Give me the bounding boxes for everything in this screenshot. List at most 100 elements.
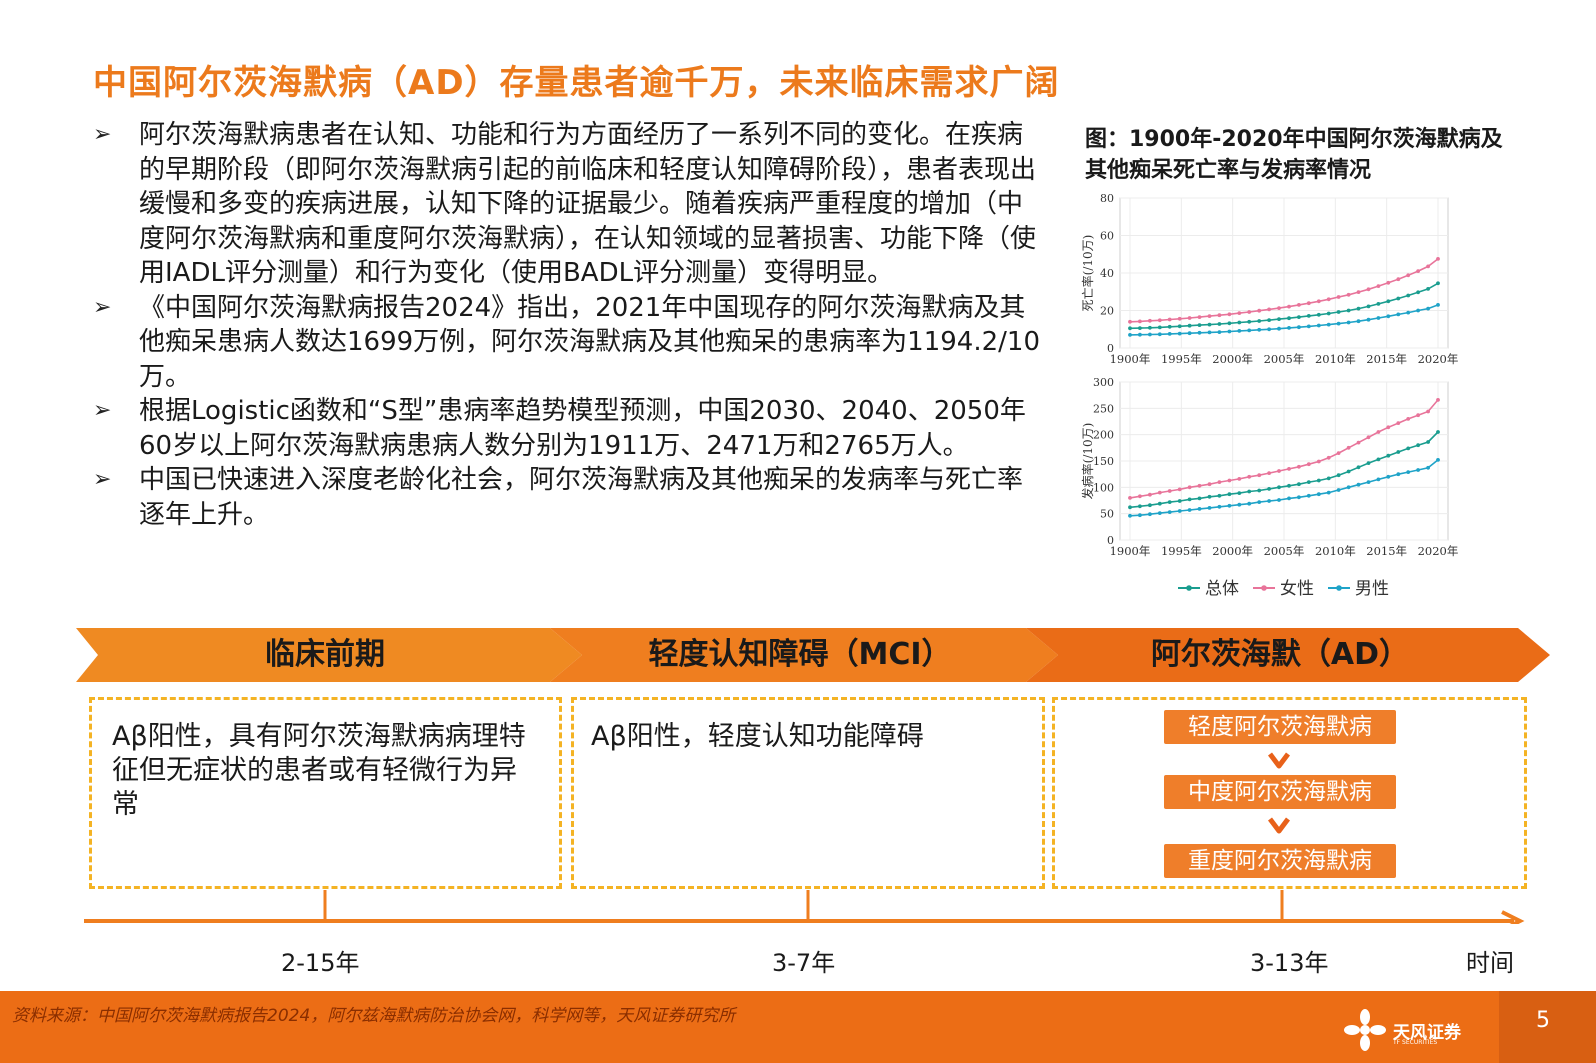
x-tick-label: 2000年: [1212, 352, 1253, 366]
data-point: [1287, 316, 1291, 321]
data-point: [1207, 330, 1212, 335]
ad-stage-mild: 轻度阿尔茨海默病: [1164, 710, 1396, 744]
data-point: [1426, 465, 1430, 470]
data-point: [1416, 413, 1420, 418]
data-point: [1197, 507, 1202, 511]
data-point: [1187, 331, 1192, 336]
legend-marker: [1186, 585, 1192, 591]
data-point: [1138, 326, 1142, 330]
y-tick-label: 0: [1107, 342, 1114, 355]
bullet-text: 阿尔茨海默病患者在认知、功能和行为方面经历了一系列不同的变化。在疾病的早期阶段（…: [139, 120, 1037, 288]
duration-preclinical: 2-15年: [281, 949, 360, 977]
data-point: [1436, 303, 1440, 307]
bullet-list: ➢ 阿尔茨海默病患者在认知、功能和行为方面经历了一系列不同的变化。在疾病的早期阶…: [93, 118, 1043, 532]
x-tick-label: 2020年: [1418, 352, 1459, 366]
logo-name: 天风证券: [1393, 1023, 1461, 1043]
data-point: [1426, 440, 1430, 444]
data-point: [1227, 312, 1232, 317]
data-point: [1356, 465, 1361, 470]
data-point: [1306, 462, 1311, 467]
data-point: [1287, 304, 1291, 309]
data-point: [1227, 329, 1232, 334]
data-point: [1356, 306, 1361, 311]
duration-mci: 3-7年: [772, 949, 836, 977]
data-point: [1356, 319, 1361, 324]
data-point: [1247, 328, 1252, 333]
data-point: [1267, 471, 1271, 475]
data-point: [1277, 326, 1281, 331]
timeline-axis-label: 时间: [1466, 949, 1514, 977]
data-point: [1306, 324, 1311, 329]
data-point: [1406, 470, 1411, 474]
data-point: [1138, 494, 1142, 499]
data-point: [1366, 304, 1371, 309]
data-point: [1436, 430, 1440, 434]
data-point: [1316, 459, 1321, 464]
data-point: [1336, 488, 1341, 492]
data-point: [1356, 290, 1361, 294]
data-point: [1306, 301, 1311, 306]
x-tick-label: 2010年: [1315, 352, 1356, 366]
y-axis-label: 发病率(/10万): [1080, 423, 1095, 500]
data-point: [1267, 307, 1271, 312]
data-point: [1177, 324, 1182, 329]
data-point: [1316, 492, 1321, 497]
data-point: [1257, 319, 1262, 323]
data-point: [1346, 485, 1351, 490]
data-point: [1277, 485, 1281, 490]
data-point: [1366, 317, 1371, 322]
stage-band: [76, 628, 1550, 682]
data-point: [1237, 329, 1242, 333]
data-point: [1376, 316, 1381, 320]
ad-stage-severe: 重度阿尔茨海默病: [1164, 844, 1396, 878]
data-point: [1287, 496, 1291, 501]
data-point: [1267, 499, 1271, 503]
data-point: [1167, 317, 1172, 322]
data-point: [1157, 318, 1162, 323]
stage-box-preclinical: [89, 697, 562, 889]
data-point: [1267, 487, 1271, 491]
data-point: [1257, 488, 1262, 493]
data-point: [1217, 504, 1222, 509]
data-point: [1277, 469, 1281, 473]
data-point: [1217, 480, 1222, 484]
stage-label-mci: 轻度认知障碍（MCI）: [648, 637, 952, 672]
y-tick-label: 20: [1100, 305, 1114, 318]
data-point: [1157, 325, 1162, 330]
data-point: [1207, 482, 1212, 487]
data-point: [1386, 314, 1391, 319]
x-tick-label: 1900年: [1110, 544, 1151, 558]
data-point: [1386, 474, 1391, 479]
data-point: [1148, 503, 1152, 508]
y-tick-label: 60: [1100, 230, 1114, 243]
data-point: [1306, 480, 1311, 484]
data-point: [1436, 458, 1440, 462]
data-point: [1426, 306, 1430, 311]
data-point: [1297, 303, 1301, 307]
stage-box-ad: [1052, 697, 1527, 889]
data-point: [1316, 312, 1321, 317]
data-point: [1297, 325, 1301, 330]
page-number: 5: [1536, 1008, 1550, 1033]
data-point: [1207, 494, 1212, 499]
data-point: [1406, 446, 1411, 451]
arrow-bullet-icon: ➢: [93, 398, 112, 423]
legend-marker: [1261, 585, 1267, 591]
timeline-axis: [84, 890, 1525, 924]
y-tick-label: 150: [1093, 455, 1114, 468]
data-point: [1237, 311, 1242, 315]
y-tick-label: 250: [1093, 402, 1114, 415]
data-point: [1346, 320, 1351, 325]
data-point: [1277, 306, 1281, 310]
data-point: [1287, 326, 1291, 330]
ad-stage-moderate: 中度阿尔茨海默病: [1164, 775, 1396, 809]
arrow-down-icon: [1268, 817, 1290, 834]
data-point: [1207, 314, 1212, 318]
bullet-text: 中国已快速进入深度老龄化社会，阿尔茨海默病及其他痴呆的发病率与死亡率逐年上升。: [139, 465, 1024, 530]
data-point: [1316, 323, 1321, 328]
y-tick-label: 0: [1107, 534, 1114, 547]
data-point: [1148, 512, 1152, 517]
data-point: [1366, 287, 1371, 292]
y-tick-label: 50: [1100, 508, 1114, 521]
x-tick-label: 2015年: [1366, 544, 1407, 558]
